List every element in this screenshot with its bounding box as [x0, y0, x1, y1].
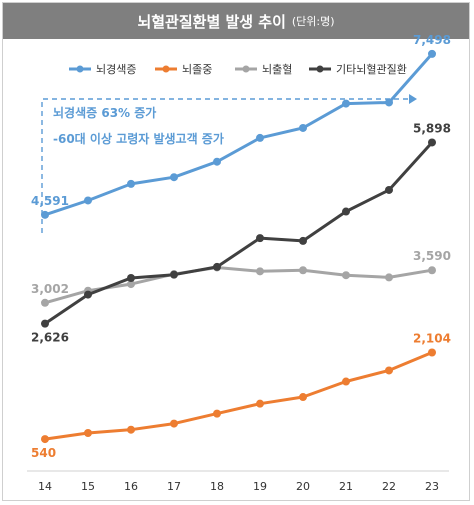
- x-tick-label: 17: [167, 480, 181, 493]
- title-bar: 뇌혈관질환별 발생 추이 (단위:명): [3, 3, 469, 39]
- chart-title: 뇌혈관질환별 발생 추이: [137, 12, 286, 31]
- data-point: [127, 273, 135, 282]
- data-point: [342, 271, 350, 280]
- data-point: [127, 179, 135, 188]
- legend-label: 뇌경색증: [96, 63, 136, 76]
- data-point: [170, 419, 178, 428]
- x-axis-ticks: 14 15 16 17 18 19 20 21 22 23: [38, 480, 439, 493]
- x-tick-label: 15: [81, 480, 95, 493]
- data-point: [428, 49, 436, 58]
- x-tick-label: 20: [296, 480, 310, 493]
- data-point: [213, 409, 221, 418]
- line-chart: 뇌경색증 뇌졸중 뇌출혈 기타뇌혈관질환 뇌경색증 63% 증가 -60대 이상 고령…: [27, 33, 451, 493]
- data-point: [385, 98, 393, 107]
- x-tick-label: 22: [382, 480, 396, 493]
- data-point: [342, 99, 350, 108]
- data-point: [213, 157, 221, 166]
- data-point: [84, 429, 92, 438]
- data-point: [41, 319, 49, 328]
- data-label: 540: [31, 446, 56, 460]
- data-point: [299, 123, 307, 132]
- x-tick-label: 14: [38, 480, 52, 493]
- data-point: [385, 273, 393, 282]
- series: [41, 49, 436, 444]
- data-point: [428, 138, 436, 147]
- series-line: [44, 266, 433, 305]
- legend-label: 기타뇌혈관질환: [336, 62, 407, 76]
- legend-marker: [242, 65, 250, 73]
- legend-label: 뇌졸중: [182, 63, 212, 76]
- annotation: 뇌경색증 63% 증가 -60대 이상 고령자 발생고객 증가: [41, 94, 417, 233]
- series-line: [44, 141, 434, 325]
- data-point: [342, 377, 350, 386]
- data-point: [299, 266, 307, 275]
- x-tick-label: 21: [339, 480, 353, 493]
- data-point: [342, 207, 350, 216]
- data-labels: 4,591 7,498 540 2,104 3,002 3,590 2,626 5,898: [31, 33, 451, 460]
- data-label: 2,104: [413, 332, 451, 346]
- data-label: 2,626: [31, 331, 69, 345]
- chart-frame: 뇌혈관질환별 발생 추이 (단위:명) 뇌경색증 뇌졸중 뇌출혈 기타뇌혈관질환 뇌경…: [2, 2, 470, 501]
- data-point: [41, 210, 49, 219]
- data-label: 3,590: [413, 249, 451, 263]
- legend: 뇌경색증 뇌졸중 뇌출혈 기타뇌혈관질환: [69, 62, 407, 76]
- annotation-arrowhead: [409, 94, 417, 104]
- data-point: [385, 366, 393, 375]
- legend-marker: [76, 65, 84, 73]
- data-point: [213, 262, 221, 271]
- annotation-line-1: 뇌경색증 63% 증가: [53, 105, 156, 120]
- data-point: [127, 280, 135, 289]
- x-tick-label: 16: [124, 480, 138, 493]
- data-point: [170, 270, 178, 279]
- data-label: 5,898: [413, 121, 451, 135]
- unit-label: (단위:명): [291, 15, 335, 28]
- data-point: [41, 435, 49, 444]
- data-point: [428, 266, 436, 275]
- data-point: [299, 393, 307, 402]
- annotation-line-2: -60대 이상 고령자 발생고객 증가: [53, 131, 224, 146]
- data-point: [41, 298, 49, 307]
- x-tick-label: 19: [253, 480, 267, 493]
- data-point: [256, 234, 264, 243]
- data-point: [84, 290, 92, 299]
- series-line: [44, 351, 433, 441]
- data-label: 3,002: [31, 282, 69, 296]
- data-label: 7,498: [413, 33, 451, 47]
- x-tick-label: 18: [210, 480, 224, 493]
- data-point: [256, 399, 264, 408]
- data-point: [170, 173, 178, 182]
- data-point: [256, 267, 264, 276]
- x-tick-label: 23: [425, 480, 439, 493]
- data-point: [84, 196, 92, 205]
- annotation-dashed-arrow: [41, 98, 413, 233]
- legend-marker: [162, 65, 170, 73]
- data-point: [299, 236, 307, 245]
- series-line: [44, 52, 434, 217]
- data-point: [385, 185, 393, 194]
- legend-marker: [316, 65, 324, 73]
- data-point: [256, 133, 264, 142]
- data-point: [428, 348, 436, 357]
- data-point: [127, 425, 135, 434]
- data-label: 4,591: [31, 194, 69, 208]
- legend-label: 뇌출혈: [262, 62, 292, 76]
